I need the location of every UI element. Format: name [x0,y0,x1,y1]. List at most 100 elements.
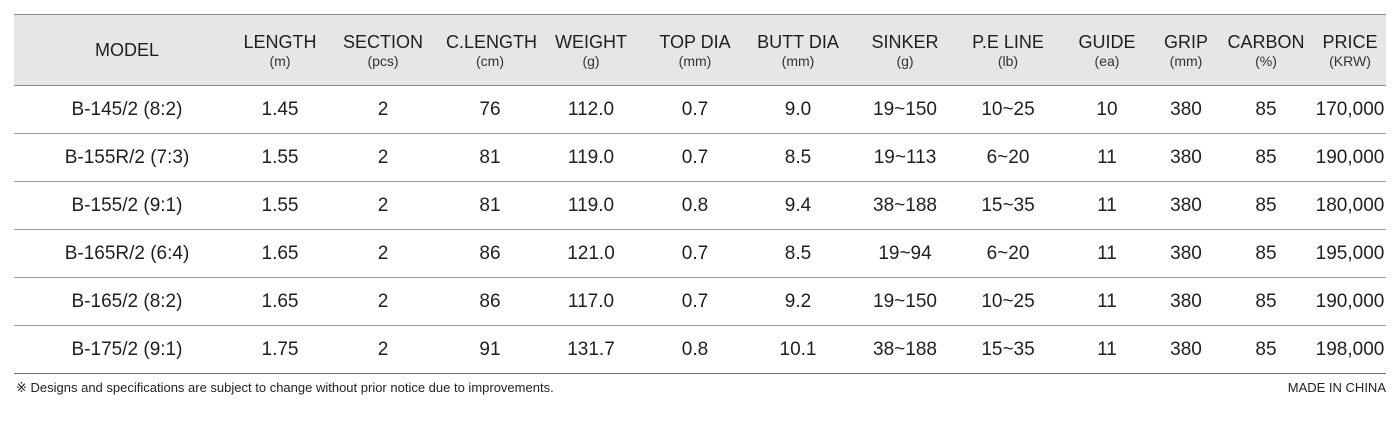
cell-length: 1.55 [240,181,320,230]
cell-top-dia: 0.8 [648,325,742,374]
cell-pe-line: 6~20 [956,229,1060,278]
header-carbon: CARBON (%) [1218,14,1314,86]
header-label: WEIGHT [555,31,627,52]
origin-label: MADE IN CHINA [1287,380,1386,395]
spec-table: MODEL LENGTH (m) SECTION (pcs) C.LENGTH (cm… [14,14,1386,374]
header-section: SECTION (pcs) [320,14,446,86]
cell-weight: 119.0 [534,181,648,230]
cell-butt-dia: 9.4 [742,181,854,230]
cell-section: 2 [320,181,446,230]
cell-guide: 11 [1060,325,1154,374]
header-unit: (m) [269,52,291,69]
cell-butt-dia: 10.1 [742,325,854,374]
cell-price: 190,000 [1314,277,1386,326]
header-label: TOP DIA [659,31,731,52]
header-unit: (lb) [997,52,1019,69]
header-grip: GRIP (mm) [1154,14,1218,86]
cell-carbon: 85 [1218,229,1314,278]
cell-model: B-145/2 (8:2) [14,85,240,134]
cell-section: 2 [320,325,446,374]
cell-carbon: 85 [1218,277,1314,326]
header-butt-dia: BUTT DIA (mm) [742,14,854,86]
cell-guide: 11 [1060,133,1154,182]
cell-sinker: 19~94 [854,229,956,278]
cell-sinker: 19~150 [854,277,956,326]
header-label: C.LENGTH [446,31,538,52]
cell-model: B-155R/2 (7:3) [14,133,240,182]
cell-pe-line: 15~35 [956,181,1060,230]
cell-top-dia: 0.7 [648,229,742,278]
cell-carbon: 85 [1218,181,1314,230]
cell-grip: 380 [1154,277,1218,326]
cell-c-length: 81 [446,181,534,230]
cell-grip: 380 [1154,85,1218,134]
header-row: MODEL LENGTH (m) SECTION (pcs) C.LENGTH (cm… [14,14,1386,86]
table-row: B-165/2 (8:2) 1.65 2 86 117.0 0.7 9.2 19… [14,277,1386,326]
cell-c-length: 76 [446,85,534,134]
header-model: MODEL [14,14,240,86]
cell-butt-dia: 8.5 [742,229,854,278]
cell-guide: 11 [1060,229,1154,278]
cell-grip: 380 [1154,229,1218,278]
cell-price: 180,000 [1314,181,1386,230]
cell-model: B-155/2 (9:1) [14,181,240,230]
header-label: SINKER [871,31,939,52]
header-length: LENGTH (m) [240,14,320,86]
header-unit: (%) [1255,52,1277,69]
header-unit: (g) [896,52,914,69]
cell-grip: 380 [1154,325,1218,374]
cell-pe-line: 10~25 [956,277,1060,326]
cell-grip: 380 [1154,181,1218,230]
cell-section: 2 [320,229,446,278]
header-label: CARBON [1227,31,1305,52]
header-weight: WEIGHT (g) [534,14,648,86]
cell-length: 1.65 [240,229,320,278]
header-unit: (mm) [678,52,712,69]
cell-model: B-165R/2 (6:4) [14,229,240,278]
cell-top-dia: 0.7 [648,277,742,326]
cell-pe-line: 15~35 [956,325,1060,374]
header-unit: (g) [582,52,600,69]
cell-section: 2 [320,277,446,326]
cell-section: 2 [320,133,446,182]
cell-length: 1.75 [240,325,320,374]
cell-top-dia: 0.8 [648,181,742,230]
header-unit: (mm) [1169,52,1203,69]
cell-c-length: 81 [446,133,534,182]
cell-weight: 117.0 [534,277,648,326]
cell-weight: 119.0 [534,133,648,182]
table-row: B-165R/2 (6:4) 1.65 2 86 121.0 0.7 8.5 1… [14,229,1386,278]
cell-sinker: 19~150 [854,85,956,134]
cell-length: 1.65 [240,277,320,326]
header-unit: (KRW) [1329,52,1371,69]
cell-butt-dia: 9.2 [742,277,854,326]
cell-guide: 11 [1060,277,1154,326]
header-unit: (mm) [781,52,815,69]
header-guide: GUIDE (ea) [1060,14,1154,86]
header-label: LENGTH [243,31,317,52]
header-label: SECTION [342,31,423,52]
cell-carbon: 85 [1218,85,1314,134]
cell-c-length: 91 [446,325,534,374]
cell-price: 170,000 [1314,85,1386,134]
header-price: PRICE (KRW) [1314,14,1386,86]
header-label: GRIP [1163,31,1208,52]
cell-price: 195,000 [1314,229,1386,278]
cell-top-dia: 0.7 [648,85,742,134]
disclaimer-note: ※ Designs and specifications are subject… [16,380,554,395]
header-unit: (pcs) [367,52,399,69]
cell-butt-dia: 8.5 [742,133,854,182]
cell-carbon: 85 [1218,133,1314,182]
cell-price: 198,000 [1314,325,1386,374]
cell-length: 1.55 [240,133,320,182]
header-unit: (cm) [476,52,504,69]
cell-top-dia: 0.7 [648,133,742,182]
table-row: B-155/2 (9:1) 1.55 2 81 119.0 0.8 9.4 38… [14,181,1386,230]
cell-sinker: 38~188 [854,181,956,230]
cell-weight: 121.0 [534,229,648,278]
header-c-length: C.LENGTH (cm) [446,14,538,86]
cell-pe-line: 6~20 [956,133,1060,182]
cell-pe-line: 10~25 [956,85,1060,134]
cell-grip: 380 [1154,133,1218,182]
header-top-dia: TOP DIA (mm) [648,14,742,86]
